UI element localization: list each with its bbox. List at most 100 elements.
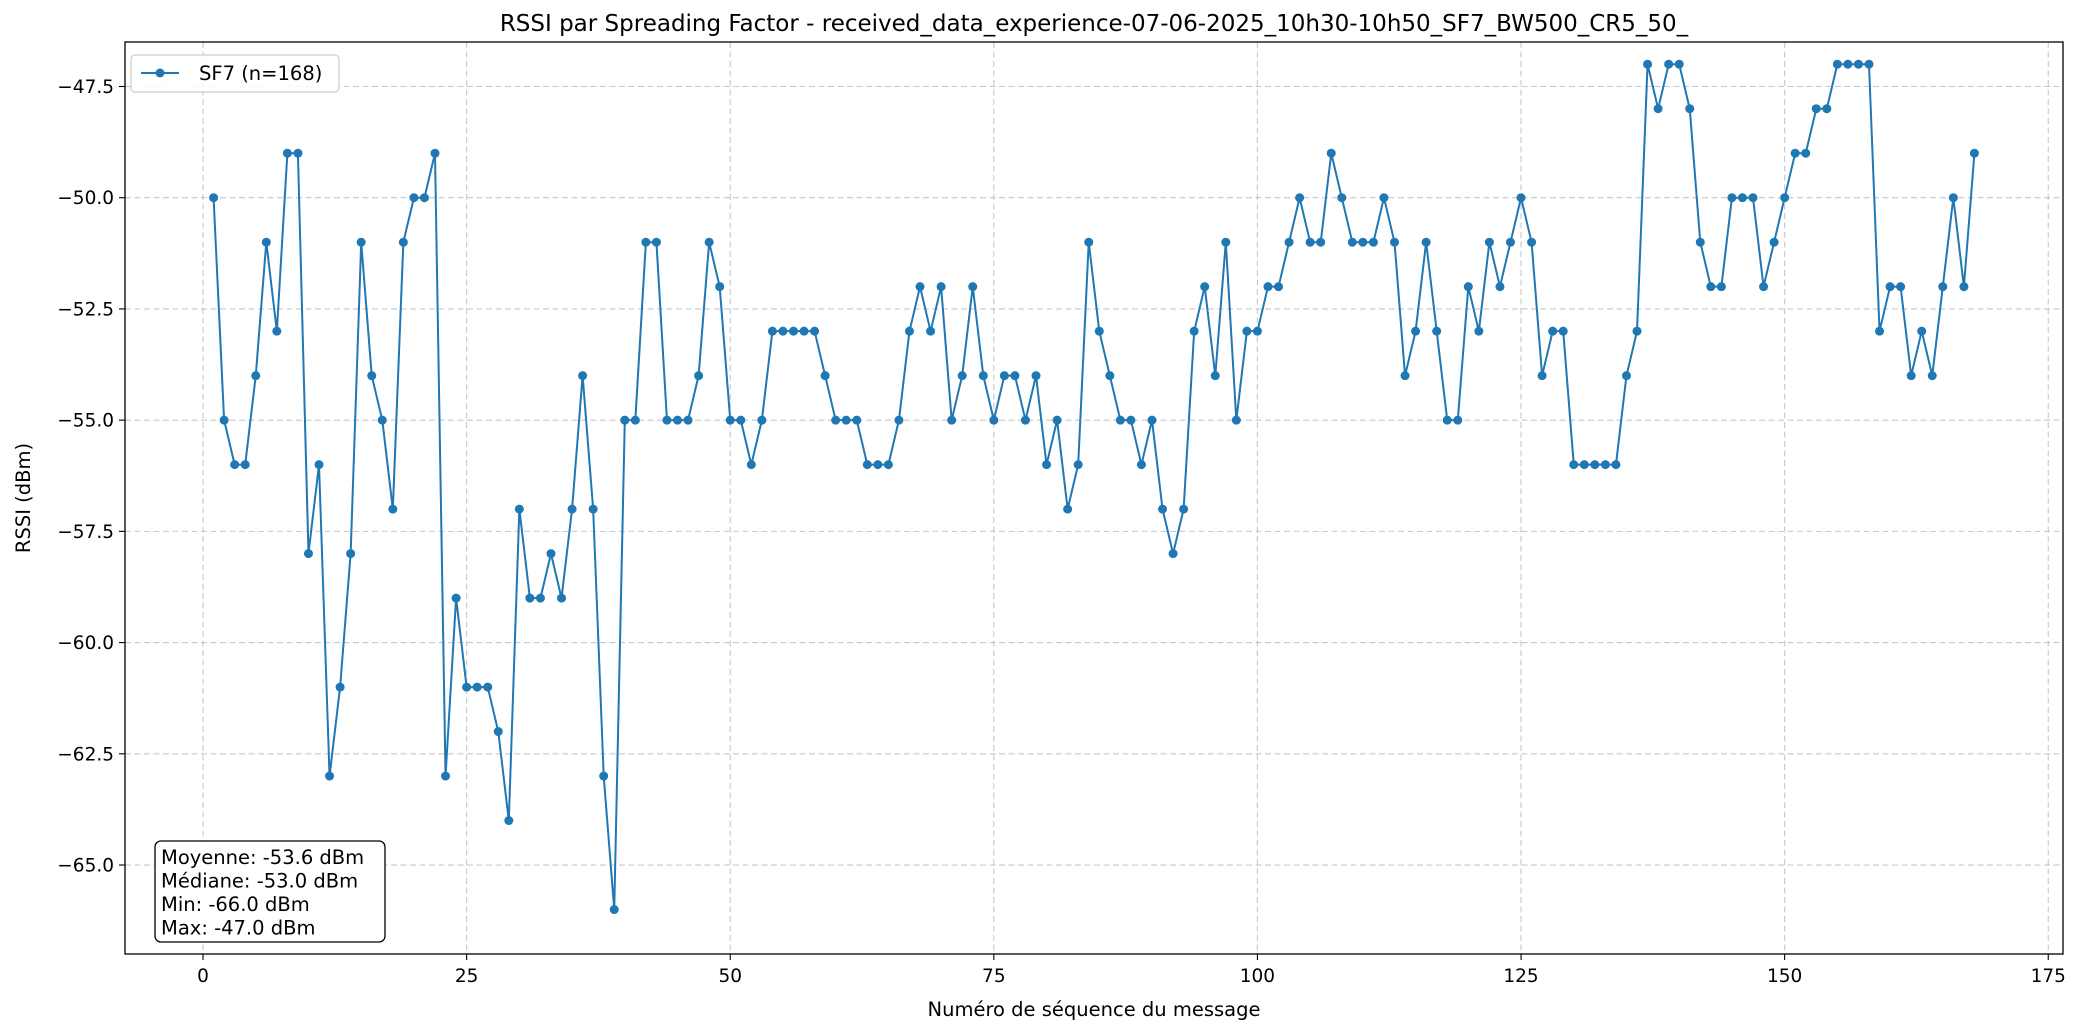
data-point [1442, 415, 1452, 425]
data-point [1737, 193, 1747, 203]
data-point [757, 415, 767, 425]
x-tick-label: 125 [1503, 966, 1538, 987]
data-point [588, 504, 598, 514]
data-point [1759, 282, 1769, 292]
data-point [1136, 460, 1146, 470]
x-tick-label: 25 [455, 966, 479, 987]
data-point [504, 816, 514, 826]
data-point [567, 504, 577, 514]
data-point [293, 148, 303, 158]
legend-label: SF7 (n=168) [199, 62, 322, 85]
data-point [1832, 59, 1842, 69]
data-point [1200, 282, 1210, 292]
data-point [1421, 237, 1431, 247]
y-tick-label: −60.0 [57, 633, 114, 654]
data-point [894, 415, 904, 425]
data-point [852, 415, 862, 425]
data-point [1484, 237, 1494, 247]
data-point [209, 193, 219, 203]
data-point [799, 326, 809, 336]
data-point [441, 771, 451, 781]
data-point [557, 593, 567, 603]
data-point [525, 593, 535, 603]
data-point [1316, 237, 1326, 247]
data-point [1390, 237, 1400, 247]
data-point [947, 415, 957, 425]
x-tick-label: 150 [1767, 966, 1802, 987]
data-point [398, 237, 408, 247]
stats-max: Max: -47.0 dBm [161, 917, 316, 940]
data-point [1474, 326, 1484, 336]
data-point [1463, 282, 1473, 292]
grid [125, 42, 2063, 954]
data-point [1653, 104, 1663, 114]
data-point [1927, 371, 1937, 381]
data-point [251, 371, 261, 381]
y-tick-label: −65.0 [57, 856, 114, 877]
x-tick-label: 175 [2031, 966, 2066, 987]
stats-min: Min: -66.0 dBm [161, 893, 310, 916]
data-point [1147, 415, 1157, 425]
data-point [673, 415, 683, 425]
data-point [1537, 371, 1547, 381]
data-point [767, 326, 777, 336]
data-point [1347, 237, 1357, 247]
data-point [483, 682, 493, 692]
data-point [736, 415, 746, 425]
data-point [1326, 148, 1336, 158]
data-point [1337, 193, 1347, 203]
axis-ticks: 0 25 50 75 100 125 150 175 −65.0 −62.5 −60.0 −57.5 −… [57, 77, 2066, 987]
data-point [1643, 59, 1653, 69]
y-tick-label: −57.5 [57, 522, 114, 543]
data-point [904, 326, 914, 336]
data-point [936, 282, 946, 292]
data-point [841, 415, 851, 425]
data-point [1042, 460, 1052, 470]
data-point [831, 415, 841, 425]
data-point [926, 326, 936, 336]
data-point [493, 727, 503, 737]
x-axis-label: Numéro de séquence du message [928, 998, 1261, 1021]
data-point [704, 237, 714, 247]
data-point [1548, 326, 1558, 336]
data-point [683, 415, 693, 425]
data-point [1094, 326, 1104, 336]
data-point [1632, 326, 1642, 336]
y-tick-label: −52.5 [57, 299, 114, 320]
data-point [1358, 237, 1368, 247]
data-point [272, 326, 282, 336]
data-point [1875, 326, 1885, 336]
data-point [282, 148, 292, 158]
data-point [335, 682, 345, 692]
data-point [388, 504, 398, 514]
data-point [514, 504, 524, 514]
data-point [1695, 237, 1705, 247]
data-point [419, 193, 429, 203]
stats-median: Médiane: -53.0 dBm [161, 870, 358, 893]
data-point [1938, 282, 1948, 292]
data-point [1590, 460, 1600, 470]
data-point [546, 549, 556, 559]
y-axis-label: RSSI (dBm) [12, 443, 35, 553]
data-point [1769, 237, 1779, 247]
data-point [1368, 237, 1378, 247]
data-point [873, 460, 883, 470]
plot-frame [124, 41, 2064, 955]
y-tick-label: −50.0 [57, 188, 114, 209]
data-point [1179, 504, 1189, 514]
data-point [1453, 415, 1463, 425]
data-point [1516, 193, 1526, 203]
data-point [1948, 193, 1958, 203]
data-point [810, 326, 820, 336]
data-point [462, 682, 472, 692]
stats-mean: Moyenne: -53.6 dBm [161, 846, 364, 869]
data-point [1896, 282, 1906, 292]
data-point [1527, 237, 1537, 247]
data-point [862, 460, 872, 470]
data-point [377, 415, 387, 425]
data-point [1600, 460, 1610, 470]
x-tick-label: 50 [718, 966, 742, 987]
data-point [578, 371, 588, 381]
data-point [1621, 371, 1631, 381]
